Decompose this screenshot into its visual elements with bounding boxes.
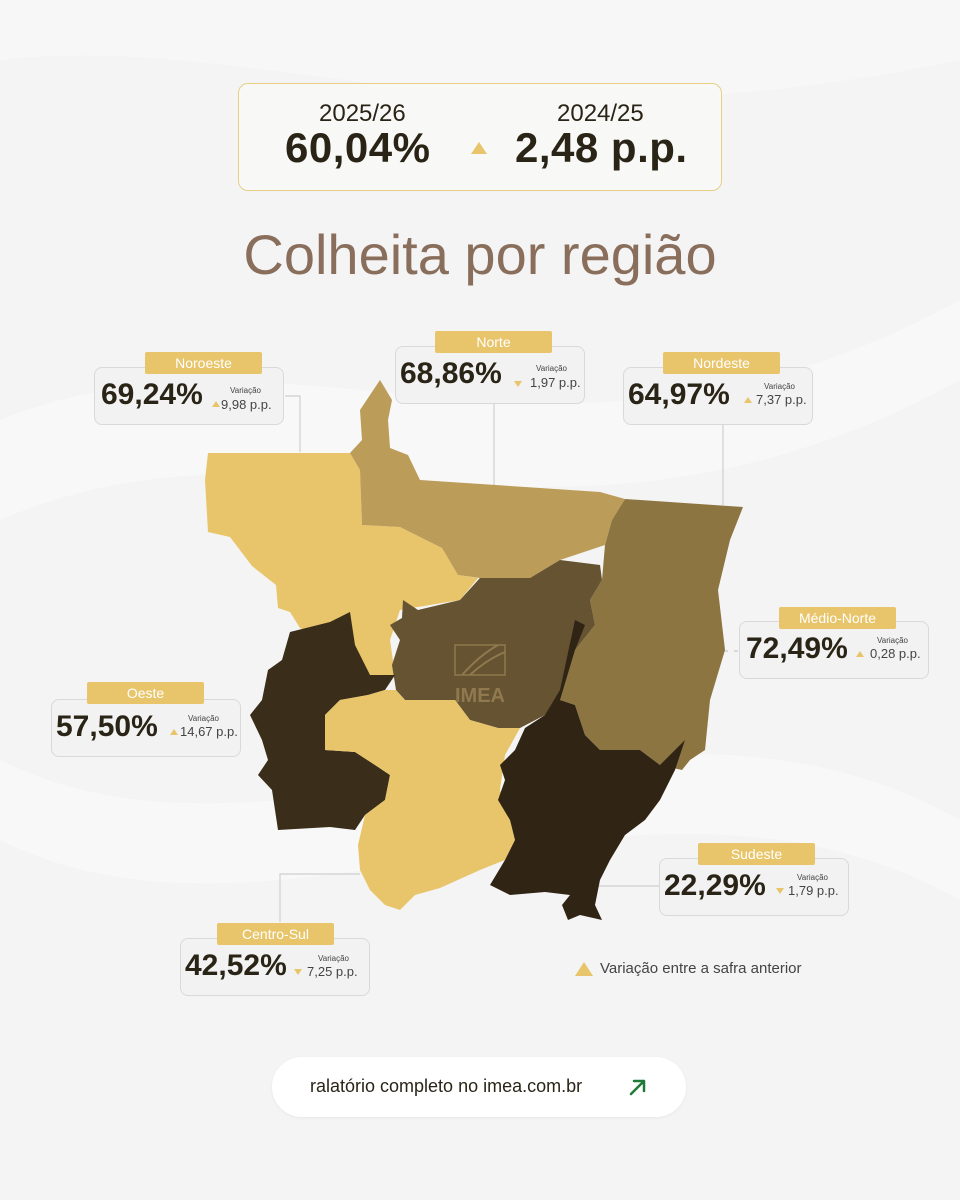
region-card-noroeste: 69,24% Variação 9,98 p.p. (94, 367, 284, 425)
variation-value: 0,28 p.p. (870, 646, 921, 661)
region-value: 68,86% (400, 357, 502, 390)
down-triangle-icon (776, 888, 784, 894)
region-value: 72,49% (746, 632, 848, 665)
variation-value: 9,98 p.p. (221, 397, 272, 412)
region-card-norte: 68,86% Variação 1,97 p.p. (395, 346, 585, 404)
up-triangle-icon (170, 729, 178, 735)
region-value: 42,52% (185, 949, 287, 982)
variation-value: 7,37 p.p. (756, 392, 807, 407)
variation-label: Variação (877, 636, 908, 645)
current-value: 60,04% (285, 124, 431, 171)
connector-lines (279, 395, 724, 922)
triangle-up-icon (575, 962, 593, 976)
up-triangle-icon (471, 142, 487, 154)
region-tag-oeste: Oeste (87, 682, 204, 704)
up-triangle-icon (212, 401, 220, 407)
region-noroeste (205, 453, 478, 675)
report-link-text[interactable]: ralatório completo no imea.com.br (310, 1076, 583, 1096)
region-tag-norte: Norte (435, 331, 552, 353)
region-tag-sudeste: Sudeste (698, 843, 815, 865)
variation-value: 1,79 p.p. (788, 883, 839, 898)
legend-text: Variação entre a safra anterior (600, 960, 802, 977)
imea-logo: IMEA (454, 644, 506, 707)
variation-label: Variação (797, 873, 828, 882)
variation-value: 2,48 p.p. (515, 124, 688, 171)
down-triangle-icon (514, 381, 522, 387)
variation-label: Variação (230, 386, 261, 395)
variation-value: 14,67 p.p. (180, 724, 238, 739)
page-title: Colheita por região (243, 223, 717, 286)
connector-noroeste (285, 395, 301, 452)
region-tag-medio-norte: Médio-Norte (779, 607, 896, 629)
imea-logo-text: IMEA (455, 685, 505, 707)
arrow-up-right-icon[interactable] (624, 1073, 652, 1101)
variation-value: 1,97 p.p. (530, 375, 581, 390)
previous-season-label: 2024/25 (557, 100, 644, 127)
region-value: 69,24% (101, 378, 203, 411)
region-centro-sul (325, 690, 520, 910)
region-tag-nordeste: Nordeste (663, 352, 780, 374)
region-value: 22,29% (664, 869, 766, 902)
region-card-oeste: 57,50% Variação 14,67 p.p. (51, 699, 241, 757)
region-card-medio-norte: 72,49% Variação 0,28 p.p. (739, 621, 929, 679)
region-value: 64,97% (628, 378, 730, 411)
region-medio-norte (390, 560, 602, 728)
down-triangle-icon (294, 969, 302, 975)
region-sudeste (490, 620, 685, 920)
region-card-centro-sul: 42,52% Variação 7,25 p.p. (180, 938, 370, 996)
variation-label: Variação (318, 954, 349, 963)
connector-centro-sul (279, 873, 360, 922)
summary-box: 2025/26 60,04% 2024/25 2,48 p.p. (238, 83, 722, 191)
variation-value: 7,25 p.p. (307, 964, 358, 979)
up-triangle-icon (744, 397, 752, 403)
region-nordeste (560, 499, 743, 770)
region-norte (350, 380, 625, 578)
variation-label: Variação (188, 714, 219, 723)
region-card-nordeste: 64,97% Variação 7,37 p.p. (623, 367, 813, 425)
region-card-sudeste: 22,29% Variação 1,79 p.p. (659, 858, 849, 916)
up-triangle-icon (856, 651, 864, 657)
variation-label: Variação (536, 364, 567, 373)
region-value: 57,50% (56, 710, 158, 743)
region-tag-noroeste: Noroeste (145, 352, 262, 374)
variation-label: Variação (764, 382, 795, 391)
region-tag-centro-sul: Centro-Sul (217, 923, 334, 945)
region-oeste (250, 612, 395, 830)
current-season-label: 2025/26 (319, 100, 406, 127)
report-link-button[interactable]: ralatório completo no imea.com.br (272, 1057, 686, 1117)
